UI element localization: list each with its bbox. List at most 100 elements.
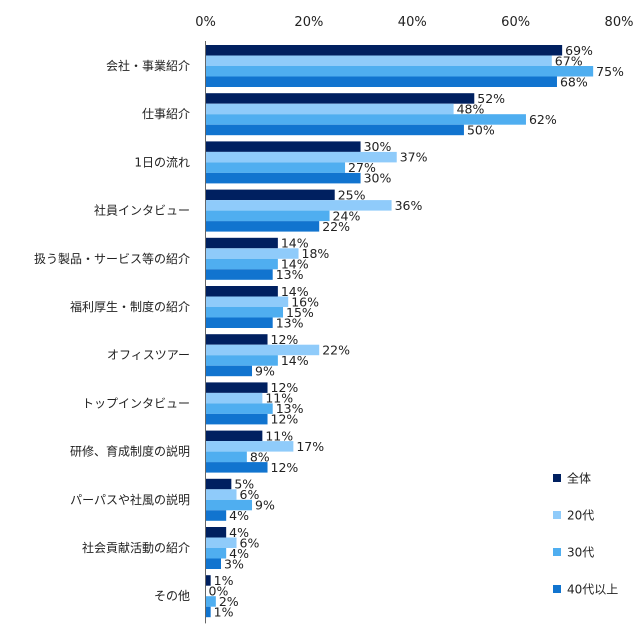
data-label: 6% (240, 535, 260, 550)
legend-label: 20代 (567, 509, 594, 523)
data-label: 36% (395, 198, 423, 213)
data-label: 67% (555, 53, 583, 68)
legend-swatch (553, 585, 561, 593)
data-label: 4% (229, 525, 249, 540)
bar (205, 596, 216, 607)
data-label: 3% (224, 556, 244, 571)
category-label: オフィスツアー (107, 348, 190, 362)
data-label: 11% (265, 391, 293, 406)
data-label: 12% (271, 380, 299, 395)
data-label: 12% (271, 460, 299, 475)
x-tick-label: 20% (294, 15, 323, 30)
bar (205, 489, 237, 500)
data-label: 22% (322, 219, 350, 234)
data-label: 69% (565, 43, 593, 58)
data-label: 12% (271, 332, 299, 347)
data-label: 1% (214, 573, 234, 588)
data-label: 25% (338, 187, 366, 202)
legend-swatch (553, 548, 561, 556)
legend-label: 全体 (567, 471, 591, 486)
bar (205, 537, 237, 548)
bar (205, 269, 273, 280)
x-tick-label: 80% (605, 15, 634, 30)
data-label: 13% (276, 315, 304, 330)
bar (205, 606, 211, 618)
bar (205, 441, 294, 452)
bar (205, 162, 346, 173)
legend-swatch (553, 474, 561, 482)
bar (205, 296, 289, 307)
data-label: 30% (364, 171, 392, 186)
data-label: 14% (281, 284, 309, 299)
data-label: 24% (333, 208, 361, 223)
data-label: 9% (255, 363, 275, 378)
bar (205, 478, 232, 490)
bar (205, 200, 392, 211)
bar (205, 55, 552, 66)
data-label: 14% (281, 353, 309, 368)
bar (205, 527, 227, 538)
bar (205, 558, 222, 569)
data-label: 4% (229, 508, 249, 523)
bar (205, 172, 361, 184)
legend: 全体 20代 30代 40代以上 (553, 471, 618, 597)
bar (205, 221, 320, 232)
legend-label: 40代以上 (567, 583, 618, 597)
x-axis-ticks: 0% 20% 40% 60% 80% (195, 15, 633, 30)
category-label: 社会貢献活動の紹介 (82, 540, 190, 555)
data-label: 50% (467, 122, 495, 137)
data-label: 48% (457, 101, 485, 116)
bar (205, 258, 278, 270)
bar (205, 430, 263, 442)
bar (205, 510, 227, 521)
category-label: その他 (154, 589, 190, 603)
value-labels: 69%67%75%68%52%48%62%50%30%37%27%30%25%3… (209, 43, 625, 620)
bar (205, 382, 268, 393)
data-label: 27% (348, 160, 376, 175)
category-label: 1日の流れ (134, 155, 190, 169)
bar (205, 462, 268, 473)
bar (205, 334, 268, 345)
bar (205, 45, 563, 56)
data-label: 18% (302, 246, 330, 261)
data-label: 22% (322, 342, 350, 357)
bar (205, 248, 299, 259)
category-label: 社員インタビュー (94, 203, 190, 218)
bar (205, 151, 397, 163)
data-label: 15% (286, 305, 314, 320)
bar (205, 114, 526, 125)
data-label: 37% (400, 150, 428, 165)
data-label: 1% (214, 604, 234, 619)
category-label: 仕事紹介 (142, 107, 190, 121)
data-label: 16% (291, 294, 319, 309)
data-label: 0% (209, 583, 229, 598)
category-label: 会社・事業紹介 (106, 58, 190, 73)
bar (205, 141, 361, 152)
bar (205, 413, 268, 425)
x-tick-label: 40% (398, 15, 427, 30)
data-label: 14% (281, 257, 309, 272)
bar (205, 210, 330, 222)
bar (205, 189, 335, 201)
bar (205, 575, 211, 586)
data-label: 62% (529, 112, 557, 127)
legend-swatch (553, 511, 561, 519)
data-label: 75% (596, 64, 624, 79)
bar (205, 451, 247, 463)
bar (205, 103, 454, 115)
legend-label: 30代 (567, 546, 594, 560)
category-label: 研修、育成制度の説明 (70, 444, 190, 459)
category-label: 福利厚生・制度の紹介 (70, 299, 190, 314)
data-label: 5% (234, 477, 254, 492)
data-label: 4% (229, 546, 249, 561)
data-label: 52% (477, 91, 505, 106)
bar (205, 403, 273, 414)
x-tick-label: 60% (501, 15, 530, 30)
data-label: 13% (276, 401, 304, 416)
bar (205, 93, 475, 104)
category-label: 扱う製品・サービス等の紹介 (34, 252, 190, 266)
bar (205, 548, 227, 559)
data-label: 13% (276, 267, 304, 282)
